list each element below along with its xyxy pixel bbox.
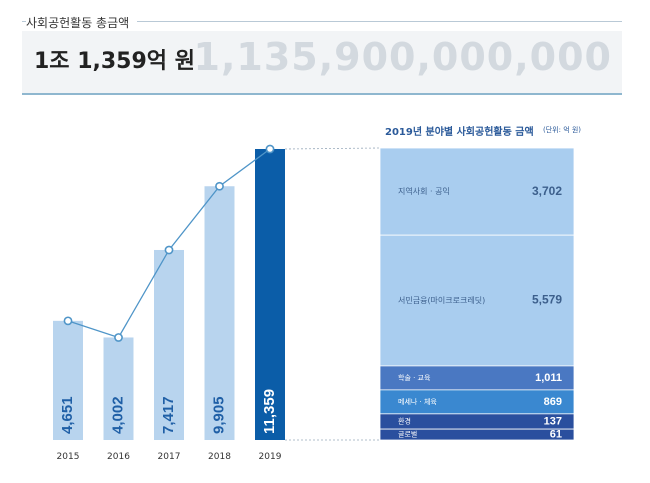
total-amount-number: 1,135,900,000,000 [193,35,612,79]
header-divider-line [22,21,622,22]
bar-2017 [154,249,184,440]
breakdown-segment-value-1: 5,579 [532,293,562,307]
breakdown-segment-value-2: 1,011 [535,372,562,384]
trend-point-2018 [215,181,224,191]
breakdown-segment-value-4: 137 [544,415,562,427]
x-tick-label-2016: 2016 [107,452,130,462]
header-label: 사회공헌활동 총금액 [26,14,138,31]
breakdown-segment-0 [379,147,575,236]
breakdown-unit: (단위: 억 원) [543,126,582,134]
x-tick-label-2019: 2019 [259,452,282,462]
breakdown-segment-name-2: 학술 · 교육 [398,373,431,382]
bar-value-label-2017: 7,417 [160,396,177,434]
breakdown-segment-5 [379,428,575,441]
bar-value-label-2015: 4,651 [59,396,76,434]
breakdown-segment-name-5: 글로벌 [398,430,417,439]
header-bottom-line [22,93,622,95]
breakdown-segment-value-5: 61 [550,428,562,440]
breakdown-segment-name-4: 환경 [398,416,411,425]
trend-point-2016 [114,333,123,342]
x-tick-label-2017: 2017 [158,452,181,462]
breakdown-segment-value-0: 3,702 [532,184,562,198]
total-amount-box [22,31,622,93]
total-amount-korean: 1조 1,359억 원 [34,49,195,74]
bar-2015 [53,320,83,440]
breakdown-segment-name-3: 메세나 · 체육 [398,397,437,406]
breakdown-segment-name-1: 서민금융(마이크로크레딧) [398,295,485,305]
trend-point-2017 [164,245,174,255]
bar-value-label-2016: 4,002 [109,396,126,434]
x-tick-label-2018: 2018 [208,452,231,462]
trend-point-2019 [265,144,275,154]
bar-value-label-2019: 11,359 [261,389,278,434]
bar-2018 [204,186,235,440]
breakdown-segment-value-3: 869 [544,396,562,408]
bar-2019 [255,149,285,440]
breakdown-segment-1 [379,234,575,367]
breakdown-title: 2019년 분야별 사회공헌활동 금액 [385,127,534,138]
x-tick-label-2015: 2015 [57,452,80,462]
trend-point-2015 [63,316,73,326]
breakdown-segment-name-0: 지역사회 · 공익 [398,186,450,196]
connector-line-top [284,147,381,150]
bar-2016 [103,337,134,440]
bar-value-label-2018: 9,905 [210,396,227,434]
